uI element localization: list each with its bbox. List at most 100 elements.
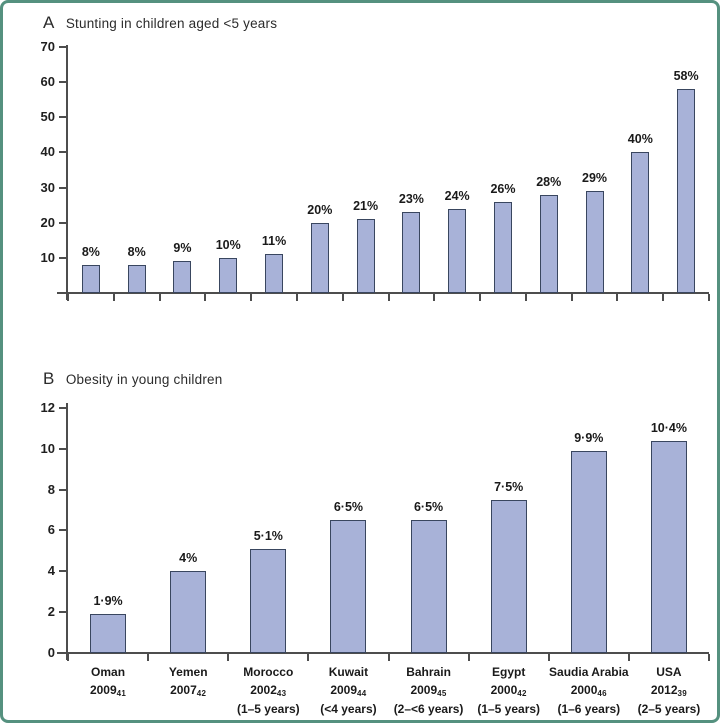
- bar-value-label: 9·9%: [574, 430, 604, 445]
- y-tick-label: 10: [40, 249, 55, 265]
- bar: [219, 257, 238, 293]
- x-tick: [158, 294, 161, 301]
- x-tick: [341, 294, 344, 301]
- bar: [410, 520, 447, 653]
- reference-number: 41: [116, 689, 127, 698]
- bar-value-label: 7·5%: [494, 479, 524, 494]
- category-country: Morocco: [243, 665, 294, 679]
- bar-value-label: 40%: [627, 132, 653, 147]
- bar-value-label: 5·1%: [253, 528, 283, 543]
- x-tick: [708, 654, 710, 661]
- category-country: USA: [656, 665, 682, 679]
- y-tick-label: 60: [40, 74, 55, 90]
- reference-number: 42: [517, 689, 527, 698]
- x-tick: [387, 654, 390, 661]
- y-tick-label: 30: [40, 179, 55, 195]
- bar-value-label: 11%: [261, 234, 287, 249]
- y-axis-line: [66, 403, 68, 660]
- bar: [330, 520, 367, 653]
- bar: [356, 219, 375, 293]
- category-year: 200046: [570, 683, 607, 698]
- bar-value-label: 24%: [444, 188, 470, 203]
- category-age-range: (<4 years): [320, 702, 377, 716]
- bar: [310, 222, 329, 293]
- category-year: 200941: [89, 683, 127, 698]
- category-country: Saudia Arabia: [549, 665, 629, 679]
- x-tick: [547, 654, 550, 661]
- x-tick: [67, 294, 69, 301]
- category-year: 200742: [170, 683, 207, 698]
- category-year: 200945: [410, 683, 447, 698]
- y-tick-label: 20: [40, 214, 55, 230]
- x-tick: [627, 654, 630, 661]
- bar: [539, 194, 558, 293]
- reference-number: 46: [597, 689, 607, 698]
- category-country: Oman: [91, 665, 126, 679]
- x-tick: [570, 294, 573, 301]
- bar: [81, 264, 100, 293]
- reference-number: 43: [276, 689, 287, 698]
- bar: [631, 152, 650, 293]
- y-tick: [59, 81, 66, 84]
- category-label: Kuwait 200944 (<4 years): [300, 663, 396, 718]
- bar: [493, 201, 512, 293]
- y-tick: [59, 46, 66, 49]
- y-tick-label: 70: [40, 39, 55, 55]
- bar-value-label: 4%: [179, 551, 198, 566]
- bar-value-label: 6·5%: [413, 500, 444, 515]
- bar: [650, 440, 687, 653]
- bar: [677, 89, 696, 293]
- bar-value-label: 23%: [398, 192, 424, 207]
- category-country: Kuwait: [328, 665, 369, 679]
- x-tick: [307, 654, 310, 661]
- panel-b-title-text: Obesity in young children: [65, 372, 223, 387]
- bar-value-label: 58%: [673, 69, 699, 84]
- y-tick: [59, 652, 66, 654]
- bar: [90, 614, 127, 653]
- reference-number: 45: [437, 689, 447, 698]
- bar-value-label: 21%: [353, 199, 379, 214]
- y-tick: [59, 447, 66, 450]
- y-tick-label: 2: [47, 604, 55, 620]
- y-tick-label: 40: [40, 144, 55, 160]
- category-label: Saudia Arabia 200046 (1–6 years): [541, 663, 637, 718]
- bar: [448, 208, 467, 293]
- reference-number: 44: [357, 689, 367, 698]
- panel-a-plot: 70 60 50 40 30 20 10 8% 8% 9% 10% 11% 20% 21% 23% 24% 26…: [3, 3, 717, 720]
- y-tick: [59, 186, 66, 189]
- y-tick-label: 0: [47, 645, 55, 660]
- category-label: Yemen 200742: [140, 663, 236, 700]
- category-age-range: (1–6 years): [557, 702, 621, 716]
- y-tick: [59, 611, 66, 614]
- y-tick: [59, 570, 66, 573]
- y-tick: [59, 116, 66, 119]
- bar: [173, 261, 192, 293]
- bar: [570, 450, 607, 653]
- bar: [585, 191, 604, 293]
- category-label: Oman 200941: [60, 663, 156, 700]
- y-tick-label: 50: [40, 109, 55, 125]
- bar: [265, 254, 284, 293]
- y-axis-line: [66, 45, 68, 300]
- x-tick: [204, 294, 207, 301]
- category-country: Yemen: [168, 665, 208, 679]
- category-year: 200944: [330, 683, 367, 698]
- x-tick: [67, 654, 69, 661]
- bar: [250, 548, 287, 653]
- x-tick: [295, 294, 298, 301]
- bar-value-label: 1·9%: [93, 594, 123, 609]
- bar-value-label: 26%: [490, 181, 516, 196]
- panel-b-letter: B: [43, 369, 55, 388]
- panel-b-plot: 12 10 8 6 4 2 0 1·9% 4% 5·1% 6·5% 6·5% 7·5% 9·9% 10·4%…: [3, 3, 717, 720]
- category-country: Bahrain: [406, 665, 451, 679]
- y-tick: [59, 529, 66, 532]
- y-tick: [59, 256, 66, 259]
- x-tick: [227, 654, 230, 661]
- panel-b-title: B Obesity in young children: [43, 369, 222, 389]
- category-label: Egypt 200042 (1–5 years): [461, 663, 557, 718]
- bar-value-label: 8%: [81, 244, 100, 259]
- y-tick-label: 12: [40, 399, 55, 415]
- x-axis-line: [57, 652, 709, 654]
- category-country: Egypt: [492, 665, 526, 679]
